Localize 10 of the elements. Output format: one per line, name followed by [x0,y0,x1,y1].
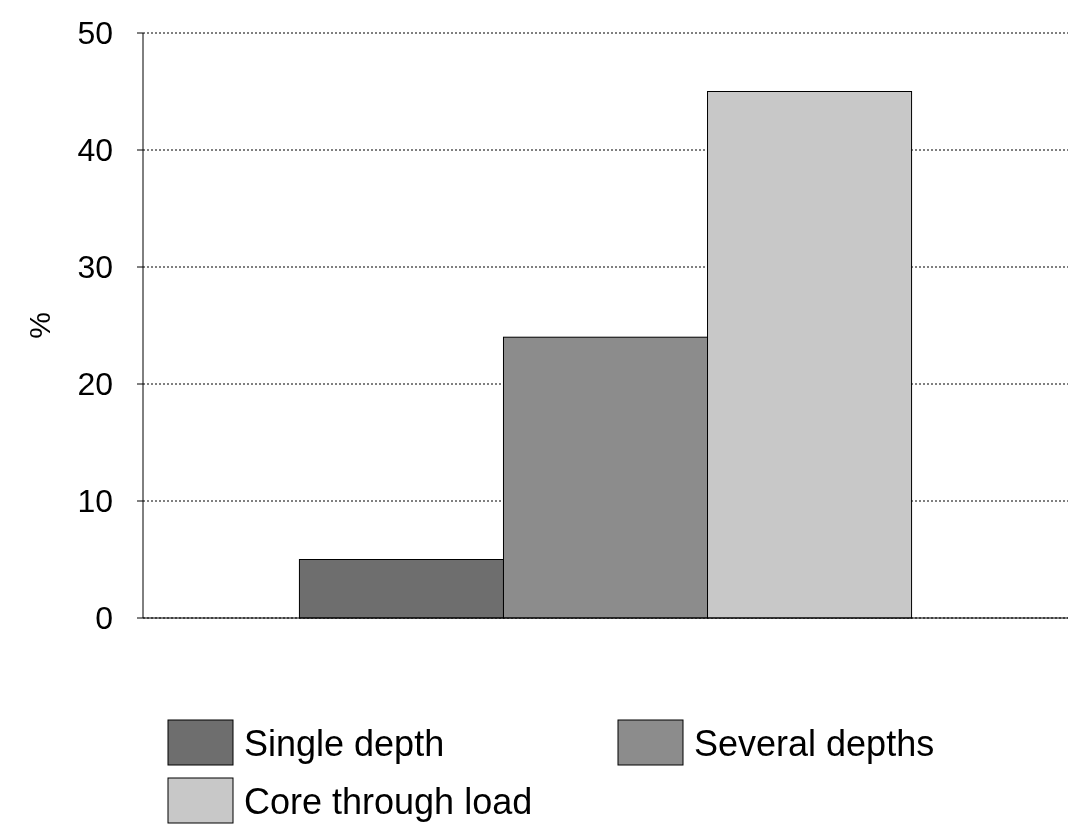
y-tick-label: 0 [95,600,113,637]
y-tick-label: 50 [77,15,113,52]
y-tick-label: 20 [77,366,113,403]
legend-label: Several depths [694,722,935,764]
y-axis-title: % [23,312,56,339]
y-tick-label: 30 [77,249,113,286]
legend-label: Core through load [244,780,533,822]
y-tick-label: 40 [77,132,113,169]
legend-label: Single depth [244,722,445,764]
y-tick-label: 10 [77,483,113,520]
